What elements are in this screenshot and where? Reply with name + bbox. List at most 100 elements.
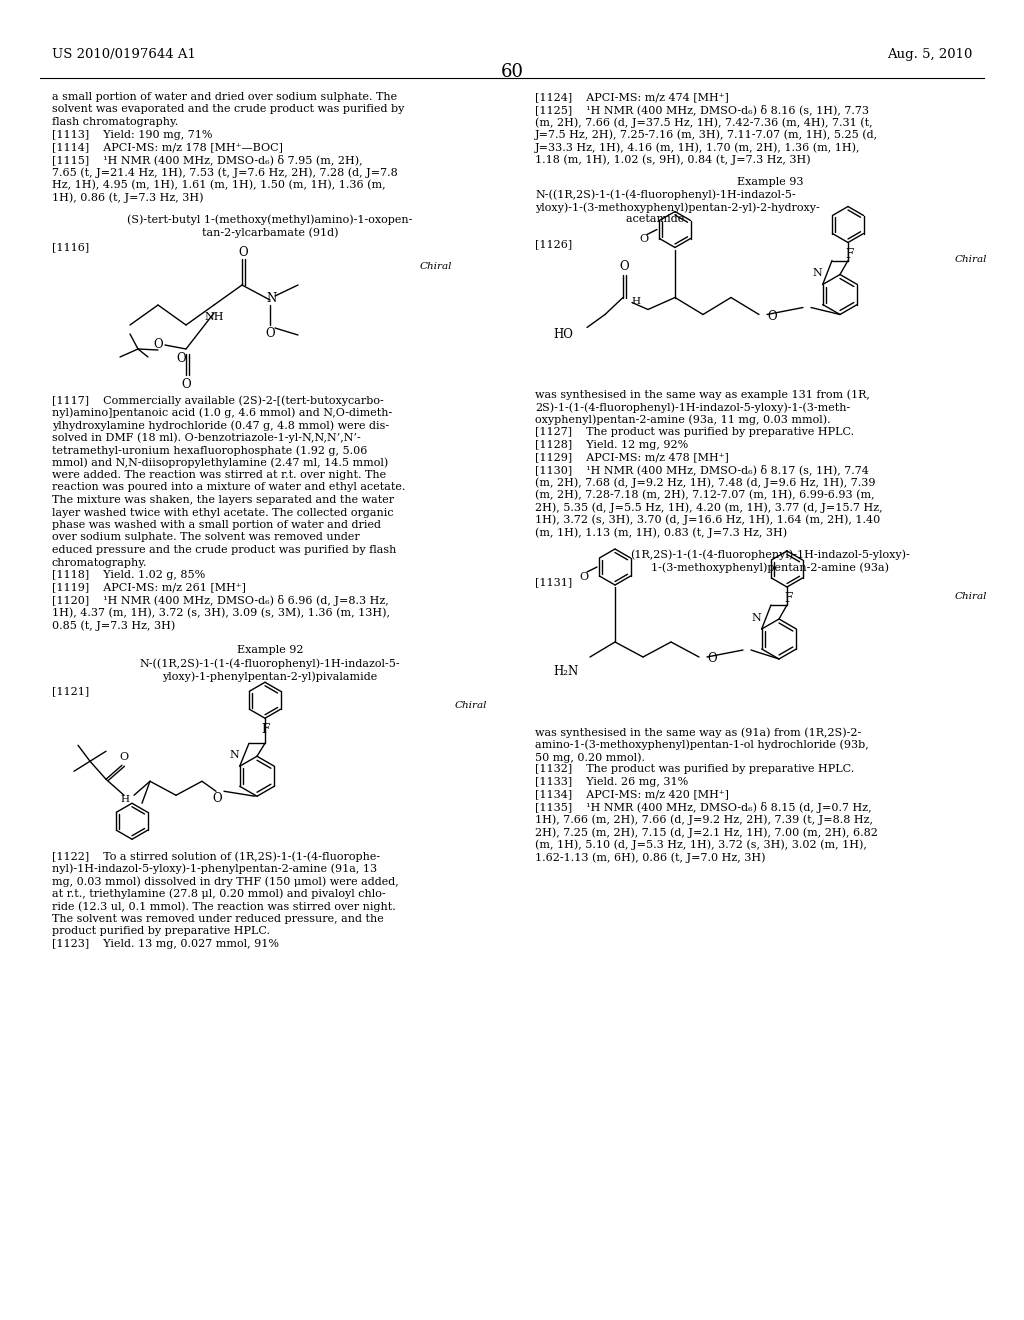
Text: 2S)-1-(1-(4-fluorophenyl)-1H-indazol-5-yloxy)-1-(3-meth-: 2S)-1-(1-(4-fluorophenyl)-1H-indazol-5-y… bbox=[535, 403, 850, 413]
Text: tan-2-ylcarbamate (91d): tan-2-ylcarbamate (91d) bbox=[202, 227, 338, 238]
Text: [1128]    Yield. 12 mg, 92%: [1128] Yield. 12 mg, 92% bbox=[535, 440, 688, 450]
Text: (m, 2H), 7.66 (d, J=37.5 Hz, 1H), 7.42-7.36 (m, 4H), 7.31 (t,: (m, 2H), 7.66 (d, J=37.5 Hz, 1H), 7.42-7… bbox=[535, 117, 872, 128]
Text: F: F bbox=[784, 591, 793, 605]
Text: 0.85 (t, J=7.3 Hz, 3H): 0.85 (t, J=7.3 Hz, 3H) bbox=[52, 620, 175, 631]
Text: 7.65 (t, J=21.4 Hz, 1H), 7.53 (t, J=7.6 Hz, 2H), 7.28 (d, J=7.8: 7.65 (t, J=21.4 Hz, 1H), 7.53 (t, J=7.6 … bbox=[52, 168, 397, 178]
Text: 1H), 0.86 (t, J=7.3 Hz, 3H): 1H), 0.86 (t, J=7.3 Hz, 3H) bbox=[52, 191, 204, 202]
Text: nyl)-1H-indazol-5-yloxy)-1-phenylpentan-2-amine (91a, 13: nyl)-1H-indazol-5-yloxy)-1-phenylpentan-… bbox=[52, 863, 377, 874]
Text: O: O bbox=[119, 752, 128, 762]
Text: [1123]    Yield. 13 mg, 0.027 mmol, 91%: [1123] Yield. 13 mg, 0.027 mmol, 91% bbox=[52, 939, 279, 949]
Text: product purified by preparative HPLC.: product purified by preparative HPLC. bbox=[52, 927, 270, 936]
Text: O: O bbox=[618, 260, 629, 273]
Text: Example 93: Example 93 bbox=[736, 177, 803, 187]
Text: N: N bbox=[813, 268, 822, 279]
Text: (m, 2H), 7.68 (d, J=9.2 Hz, 1H), 7.48 (d, J=9.6 Hz, 1H), 7.39: (m, 2H), 7.68 (d, J=9.2 Hz, 1H), 7.48 (d… bbox=[535, 477, 876, 487]
Text: 1-(3-methoxyphenyl)pentan-2-amine (93a): 1-(3-methoxyphenyl)pentan-2-amine (93a) bbox=[651, 562, 889, 573]
Text: was synthesised in the same way as (91a) from (1R,2S)-2-: was synthesised in the same way as (91a)… bbox=[535, 727, 861, 738]
Text: H: H bbox=[120, 795, 129, 804]
Text: were added. The reaction was stirred at r.t. over night. The: were added. The reaction was stirred at … bbox=[52, 470, 386, 480]
Text: [1130]    ¹H NMR (400 MHz, DMSO-d₆) δ 8.17 (s, 1H), 7.74: [1130] ¹H NMR (400 MHz, DMSO-d₆) δ 8.17 … bbox=[535, 465, 869, 475]
Text: 1H), 4.37 (m, 1H), 3.72 (s, 3H), 3.09 (s, 3M), 1.36 (m, 13H),: 1H), 4.37 (m, 1H), 3.72 (s, 3H), 3.09 (s… bbox=[52, 607, 390, 618]
Text: Chiral: Chiral bbox=[955, 255, 987, 264]
Text: [1114]    APCI-MS: m/z 178 [MH⁺—BOC]: [1114] APCI-MS: m/z 178 [MH⁺—BOC] bbox=[52, 143, 283, 152]
Text: [1135]    ¹H NMR (400 MHz, DMSO-d₆) δ 8.15 (d, J=0.7 Hz,: [1135] ¹H NMR (400 MHz, DMSO-d₆) δ 8.15 … bbox=[535, 803, 871, 813]
Text: [1132]    The product was purified by preparative HPLC.: [1132] The product was purified by prepa… bbox=[535, 764, 854, 775]
Text: Hz, 1H), 4.95 (m, 1H), 1.61 (m, 1H), 1.50 (m, 1H), 1.36 (m,: Hz, 1H), 4.95 (m, 1H), 1.61 (m, 1H), 1.5… bbox=[52, 180, 386, 190]
Text: Chiral: Chiral bbox=[955, 591, 987, 601]
Text: Chiral: Chiral bbox=[420, 261, 453, 271]
Text: N-((1R,2S)-1-(1-(4-fluorophenyl)-1H-indazol-5-: N-((1R,2S)-1-(1-(4-fluorophenyl)-1H-inda… bbox=[139, 659, 400, 669]
Text: O: O bbox=[579, 572, 588, 582]
Text: Example 92: Example 92 bbox=[237, 645, 303, 655]
Text: 2H), 7.25 (m, 2H), 7.15 (d, J=2.1 Hz, 1H), 7.00 (m, 2H), 6.82: 2H), 7.25 (m, 2H), 7.15 (d, J=2.1 Hz, 1H… bbox=[535, 828, 878, 838]
Text: was synthesised in the same way as example 131 from (1R,: was synthesised in the same way as examp… bbox=[535, 389, 869, 400]
Text: J=33.3 Hz, 1H), 4.16 (m, 1H), 1.70 (m, 2H), 1.36 (m, 1H),: J=33.3 Hz, 1H), 4.16 (m, 1H), 1.70 (m, 2… bbox=[535, 143, 860, 153]
Text: [1115]    ¹H NMR (400 MHz, DMSO-d₆) δ 7.95 (m, 2H),: [1115] ¹H NMR (400 MHz, DMSO-d₆) δ 7.95 … bbox=[52, 154, 362, 165]
Text: 60: 60 bbox=[501, 63, 523, 81]
Text: The mixture was shaken, the layers separated and the water: The mixture was shaken, the layers separ… bbox=[52, 495, 394, 506]
Text: (S)-tert-butyl 1-(methoxy(methyl)amino)-1-oxopen-: (S)-tert-butyl 1-(methoxy(methyl)amino)-… bbox=[127, 214, 413, 226]
Text: O: O bbox=[639, 235, 648, 244]
Text: [1117]    Commercially available (2S)-2-[(tert-butoxycarbo-: [1117] Commercially available (2S)-2-[(t… bbox=[52, 395, 384, 405]
Text: F: F bbox=[845, 248, 853, 260]
Text: flash chromatography.: flash chromatography. bbox=[52, 117, 178, 127]
Text: H: H bbox=[631, 297, 640, 306]
Text: 1.18 (m, 1H), 1.02 (s, 9H), 0.84 (t, J=7.3 Hz, 3H): 1.18 (m, 1H), 1.02 (s, 9H), 0.84 (t, J=7… bbox=[535, 154, 811, 165]
Text: N: N bbox=[752, 612, 762, 623]
Text: (1R,2S)-1-(1-(4-fluorophenyl)-1H-indazol-5-yloxy)-: (1R,2S)-1-(1-(4-fluorophenyl)-1H-indazol… bbox=[630, 549, 910, 560]
Text: over sodium sulphate. The solvent was removed under: over sodium sulphate. The solvent was re… bbox=[52, 532, 359, 543]
Text: yloxy)-1-phenylpentan-2-yl)pivalamide: yloxy)-1-phenylpentan-2-yl)pivalamide bbox=[163, 672, 378, 682]
Text: [1124]    APCI-MS: m/z 474 [MH⁺]: [1124] APCI-MS: m/z 474 [MH⁺] bbox=[535, 92, 729, 102]
Text: [1113]    Yield: 190 mg, 71%: [1113] Yield: 190 mg, 71% bbox=[52, 129, 213, 140]
Text: J=7.5 Hz, 2H), 7.25-7.16 (m, 3H), 7.11-7.07 (m, 1H), 5.25 (d,: J=7.5 Hz, 2H), 7.25-7.16 (m, 3H), 7.11-7… bbox=[535, 129, 879, 140]
Text: chromatography.: chromatography. bbox=[52, 557, 147, 568]
Text: (m, 2H), 7.28-7.18 (m, 2H), 7.12-7.07 (m, 1H), 6.99-6.93 (m,: (m, 2H), 7.28-7.18 (m, 2H), 7.12-7.07 (m… bbox=[535, 490, 874, 500]
Text: Aug. 5, 2010: Aug. 5, 2010 bbox=[887, 48, 972, 61]
Text: [1122]    To a stirred solution of (1R,2S)-1-(1-(4-fluorophe-: [1122] To a stirred solution of (1R,2S)-… bbox=[52, 851, 380, 862]
Text: 50 mg, 0.20 mmol).: 50 mg, 0.20 mmol). bbox=[535, 752, 645, 763]
Text: mg, 0.03 mmol) dissolved in dry THF (150 μmol) were added,: mg, 0.03 mmol) dissolved in dry THF (150… bbox=[52, 876, 398, 887]
Text: phase was washed with a small portion of water and dried: phase was washed with a small portion of… bbox=[52, 520, 381, 531]
Text: tetramethyl-uronium hexafluorophosphate (1.92 g, 5.06: tetramethyl-uronium hexafluorophosphate … bbox=[52, 445, 368, 455]
Text: [1129]    APCI-MS: m/z 478 [MH⁺]: [1129] APCI-MS: m/z 478 [MH⁺] bbox=[535, 451, 729, 462]
Text: NH: NH bbox=[204, 312, 223, 322]
Text: [1133]    Yield. 26 mg, 31%: [1133] Yield. 26 mg, 31% bbox=[535, 777, 688, 787]
Text: 1.62-1.13 (m, 6H), 0.86 (t, J=7.0 Hz, 3H): 1.62-1.13 (m, 6H), 0.86 (t, J=7.0 Hz, 3H… bbox=[535, 851, 766, 862]
Text: N-((1R,2S)-1-(1-(4-fluorophenyl)-1H-indazol-5-: N-((1R,2S)-1-(1-(4-fluorophenyl)-1H-inda… bbox=[535, 190, 796, 201]
Text: solved in DMF (18 ml). O-benzotriazole-1-yl-N,N,N’,N’-: solved in DMF (18 ml). O-benzotriazole-1… bbox=[52, 433, 360, 444]
Text: solvent was evaporated and the crude product was purified by: solvent was evaporated and the crude pro… bbox=[52, 104, 404, 115]
Text: [1118]    Yield. 1.02 g, 85%: [1118] Yield. 1.02 g, 85% bbox=[52, 570, 205, 579]
Text: layer washed twice with ethyl acetate. The collected organic: layer washed twice with ethyl acetate. T… bbox=[52, 507, 393, 517]
Text: O: O bbox=[181, 378, 190, 391]
Text: N: N bbox=[229, 750, 240, 760]
Text: oxyphenyl)pentan-2-amine (93a, 11 mg, 0.03 mmol).: oxyphenyl)pentan-2-amine (93a, 11 mg, 0.… bbox=[535, 414, 830, 425]
Text: Chiral: Chiral bbox=[455, 701, 487, 710]
Text: [1120]    ¹H NMR (400 MHz, DMSO-d₆) δ 6.96 (d, J=8.3 Hz,: [1120] ¹H NMR (400 MHz, DMSO-d₆) δ 6.96 … bbox=[52, 595, 389, 606]
Text: The solvent was removed under reduced pressure, and the: The solvent was removed under reduced pr… bbox=[52, 913, 384, 924]
Text: N: N bbox=[266, 292, 276, 305]
Text: [1125]    ¹H NMR (400 MHz, DMSO-d₆) δ 8.16 (s, 1H), 7.73: [1125] ¹H NMR (400 MHz, DMSO-d₆) δ 8.16 … bbox=[535, 104, 869, 115]
Text: [1126]: [1126] bbox=[535, 239, 572, 249]
Text: O: O bbox=[153, 338, 163, 351]
Text: O: O bbox=[707, 652, 717, 665]
Text: reaction was poured into a mixture of water and ethyl acetate.: reaction was poured into a mixture of wa… bbox=[52, 483, 406, 492]
Text: a small portion of water and dried over sodium sulphate. The: a small portion of water and dried over … bbox=[52, 92, 397, 102]
Text: acetamide: acetamide bbox=[535, 214, 684, 224]
Text: F: F bbox=[261, 723, 269, 737]
Text: ride (12.3 ul, 0.1 mmol). The reaction was stirred over night.: ride (12.3 ul, 0.1 mmol). The reaction w… bbox=[52, 902, 395, 912]
Text: [1121]: [1121] bbox=[52, 686, 89, 696]
Text: at r.t., triethylamine (27.8 μl, 0.20 mmol) and pivaloyl chlo-: at r.t., triethylamine (27.8 μl, 0.20 mm… bbox=[52, 888, 386, 899]
Text: [1131]: [1131] bbox=[535, 577, 572, 587]
Text: educed pressure and the crude product was purified by flash: educed pressure and the crude product wa… bbox=[52, 545, 396, 554]
Text: [1127]    The product was purified by preparative HPLC.: [1127] The product was purified by prepa… bbox=[535, 426, 854, 437]
Text: (m, 1H), 1.13 (m, 1H), 0.83 (t, J=7.3 Hz, 3H): (m, 1H), 1.13 (m, 1H), 0.83 (t, J=7.3 Hz… bbox=[535, 527, 787, 537]
Text: yloxy)-1-(3-methoxyphenyl)pentan-2-yl)-2-hydroxy-: yloxy)-1-(3-methoxyphenyl)pentan-2-yl)-2… bbox=[535, 202, 820, 213]
Text: O: O bbox=[767, 309, 776, 322]
Text: [1116]: [1116] bbox=[52, 242, 89, 252]
Text: 1H), 3.72 (s, 3H), 3.70 (d, J=16.6 Hz, 1H), 1.64 (m, 2H), 1.40: 1H), 3.72 (s, 3H), 3.70 (d, J=16.6 Hz, 1… bbox=[535, 515, 881, 525]
Text: [1134]    APCI-MS: m/z 420 [MH⁺]: [1134] APCI-MS: m/z 420 [MH⁺] bbox=[535, 789, 729, 800]
Text: O: O bbox=[212, 792, 221, 805]
Text: 2H), 5.35 (d, J=5.5 Hz, 1H), 4.20 (m, 1H), 3.77 (d, J=15.7 Hz,: 2H), 5.35 (d, J=5.5 Hz, 1H), 4.20 (m, 1H… bbox=[535, 502, 883, 512]
Text: O: O bbox=[176, 352, 185, 366]
Text: amino-1-(3-methoxyphenyl)pentan-1-ol hydrochloride (93b,: amino-1-(3-methoxyphenyl)pentan-1-ol hyd… bbox=[535, 739, 868, 750]
